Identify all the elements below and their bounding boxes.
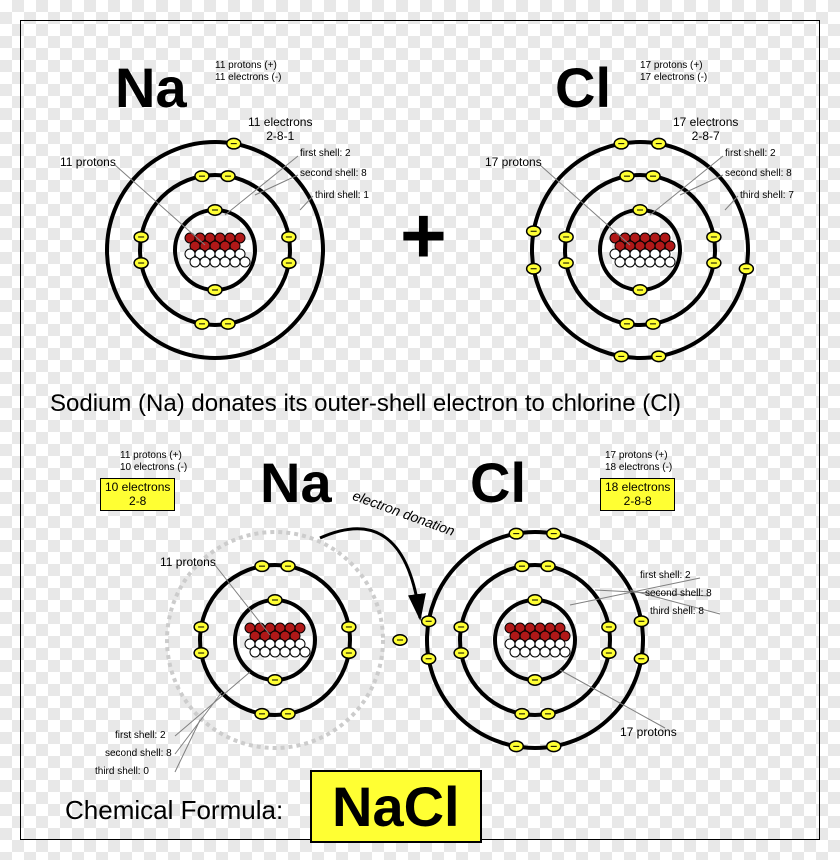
cl-protons-label: 17 protons	[485, 155, 542, 169]
na-shell1: first shell: 2	[300, 148, 351, 160]
na-shell3: third shell: 1	[315, 190, 369, 202]
cl-b-shell3: third shell: 8	[650, 606, 704, 618]
formula-box: NaCl	[310, 770, 482, 843]
cl-electrons-title: 17 electrons 2-8-7	[673, 115, 738, 144]
na-b-shell3: third shell: 0	[95, 766, 149, 778]
cl-protons-bottom: 17 protons	[620, 725, 677, 739]
cl-note-bottom: 17 protons (+) 18 electrons (-)	[605, 450, 672, 474]
na-hl-electrons: 10 electrons2-8	[100, 478, 175, 511]
na-note-bottom: 11 protons (+) 10 electrons (-)	[120, 450, 187, 474]
cl-shell3: third shell: 7	[740, 190, 794, 202]
plus-sign: +	[400, 190, 447, 282]
cl-shell2: second shell: 8	[725, 168, 792, 180]
na-symbol-top: Na	[115, 55, 187, 120]
cl-hl-electrons: 18 electrons2-8-8	[600, 478, 675, 511]
na-shell2: second shell: 8	[300, 168, 367, 180]
na-symbol-bottom: Na	[260, 450, 332, 515]
na-b-shell1: first shell: 2	[115, 730, 166, 742]
na-note-top: 11 protons (+) 11 electrons (-)	[215, 60, 282, 84]
cl-shell1: first shell: 2	[725, 148, 776, 160]
cl-b-shell1: first shell: 2	[640, 570, 691, 582]
na-electrons-title: 11 electrons 2-8-1	[248, 115, 312, 144]
cl-note-top: 17 protons (+) 17 electrons (-)	[640, 60, 707, 84]
sentence: Sodium (Na) donates its outer-shell elec…	[50, 390, 681, 418]
cl-symbol-top: Cl	[555, 55, 611, 120]
na-protons-label: 11 protons	[60, 155, 116, 169]
na-b-shell2: second shell: 8	[105, 748, 172, 760]
na-protons-bottom: 11 protons	[160, 555, 216, 569]
cl-symbol-bottom: Cl	[470, 450, 526, 515]
cl-b-shell2: second shell: 8	[645, 588, 712, 600]
formula-label: Chemical Formula:	[65, 795, 283, 826]
